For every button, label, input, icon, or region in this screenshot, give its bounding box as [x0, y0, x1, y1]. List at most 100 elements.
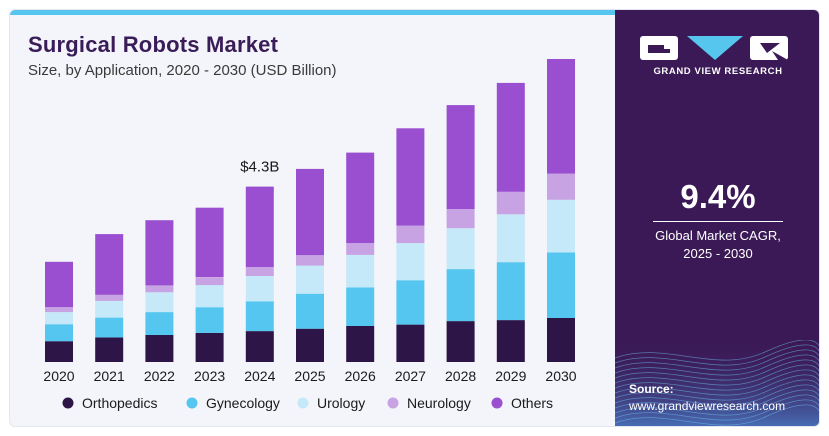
bar-segment-neurology	[547, 173, 575, 200]
bar-segment-urology	[547, 199, 575, 253]
chart-subtitle: Size, by Application, 2020 - 2030 (USD B…	[28, 62, 337, 79]
accent-bar	[10, 10, 615, 15]
bar-segment-gynecology	[496, 262, 525, 321]
bar-segment-urology	[496, 214, 525, 263]
brand-name: GRAND VIEW RESEARCH	[653, 66, 783, 77]
x-tick-label: 2021	[94, 368, 125, 384]
gvr-logo-icon	[640, 36, 788, 60]
bar-segment-neurology	[296, 255, 324, 266]
bar-segment-urology	[296, 265, 324, 294]
bar-segment-neurology	[446, 209, 475, 229]
bar-segment-neurology	[95, 294, 124, 301]
wave-line	[615, 359, 819, 381]
bar-segment-orthopedics	[346, 325, 375, 362]
cagr-value: 9.4%	[680, 178, 756, 215]
legend-marker-others	[491, 397, 503, 409]
x-tick-label: 2026	[345, 368, 376, 384]
x-tick-label: 2027	[395, 368, 426, 384]
bar-segment-orthopedics	[496, 320, 525, 362]
bar-segment-others	[195, 207, 224, 277]
bar-segment-gynecology	[145, 312, 174, 335]
wave-line	[615, 389, 819, 411]
bar-segment-neurology	[496, 191, 525, 215]
bar-segment-orthopedics	[547, 318, 575, 362]
wave-line	[615, 354, 819, 376]
bar-segment-gynecology	[195, 307, 224, 333]
bar-segment-others	[496, 82, 525, 192]
legend-label-gynecology: Gynecology	[206, 395, 280, 411]
bar-segment-gynecology	[446, 269, 475, 322]
bar-segment-gynecology	[45, 324, 73, 342]
x-tick-label: 2024	[244, 368, 275, 384]
wave-line	[615, 369, 819, 391]
wave-line	[615, 364, 819, 386]
wave-line	[615, 340, 819, 361]
x-tick-label: 2030	[545, 368, 576, 384]
bar-segment-orthopedics	[296, 328, 324, 362]
bar-segment-gynecology	[346, 287, 375, 326]
bar-segment-gynecology	[245, 301, 274, 332]
x-tick-label: 2020	[43, 368, 74, 384]
legend-label-urology: Urology	[317, 395, 365, 411]
bar-segment-neurology	[195, 277, 224, 286]
bar-segment-urology	[45, 312, 73, 325]
bar-segment-gynecology	[547, 252, 575, 318]
chart-card: Surgical Robots Market Size, by Applicat…	[9, 9, 820, 427]
bar-segment-neurology	[396, 225, 425, 244]
wave-line	[615, 384, 819, 406]
bar-segment-orthopedics	[195, 332, 224, 362]
bar-segment-others	[446, 105, 475, 210]
bar-segment-gynecology	[296, 293, 324, 329]
legend-marker-neurology	[387, 397, 399, 409]
wave-pattern	[615, 340, 819, 426]
legend-marker-gynecology	[186, 397, 198, 409]
x-tick-label: 2023	[194, 368, 225, 384]
bar-segment-orthopedics	[45, 341, 73, 362]
stacked-bar-chart: 2020 2021 2022 2023 2024 $4.3B 2025 2026 2027 202…	[43, 59, 577, 411]
bar-segment-neurology	[145, 285, 174, 293]
legend-label-orthopedics: Orthopedics	[82, 395, 157, 411]
info-panel: GRAND VIEW RESEARCH 9.4% Global Market C…	[615, 10, 819, 426]
legend-marker-orthopedics	[62, 397, 74, 409]
wave-line	[615, 349, 819, 371]
legend-label-others: Others	[511, 395, 553, 411]
bar-segment-urology	[446, 228, 475, 270]
bar-segment-neurology	[45, 307, 73, 313]
wave-line	[615, 344, 819, 366]
bar-segment-urology	[346, 254, 375, 288]
bar-segment-orthopedics	[145, 335, 174, 362]
source-label: Source:	[629, 382, 674, 396]
bar-segment-gynecology	[95, 317, 124, 338]
wave-line	[615, 394, 819, 416]
legend-marker-urology	[297, 397, 309, 409]
data-label-annotation: $4.3B	[240, 159, 279, 176]
x-tick-label: 2025	[294, 368, 325, 384]
x-tick-label: 2022	[144, 368, 175, 384]
chart-title: Surgical Robots Market	[28, 32, 279, 57]
bar-segment-others	[396, 128, 425, 226]
bar-segment-orthopedics	[95, 337, 124, 362]
bar-segment-urology	[95, 301, 124, 318]
bar-segment-urology	[195, 285, 224, 308]
bar-segment-neurology	[245, 267, 274, 276]
cagr-label-line2: 2025 - 2030	[683, 246, 753, 261]
cagr-label-line1: Global Market CAGR,	[655, 228, 781, 243]
bar-segment-others	[296, 168, 324, 256]
x-tick-label: 2028	[445, 368, 476, 384]
bar-segment-others	[245, 186, 274, 267]
bar-segment-others	[346, 152, 375, 244]
bar-segment-orthopedics	[396, 324, 425, 362]
source-link[interactable]: www.grandviewresearch.com	[629, 399, 786, 413]
bar-segment-gynecology	[396, 280, 425, 325]
bar-segment-orthopedics	[245, 331, 274, 362]
bar-segment-orthopedics	[446, 321, 475, 362]
wave-line	[615, 379, 819, 401]
legend-label-neurology: Neurology	[407, 395, 471, 411]
bar-segment-urology	[396, 243, 425, 281]
bar-segment-others	[145, 220, 174, 286]
cagr-label: Global Market CAGR, 2025 - 2030	[615, 227, 819, 263]
bar-segment-others	[547, 59, 575, 174]
wave-line	[615, 374, 819, 396]
bar-segment-urology	[145, 292, 174, 313]
bar-segment-neurology	[346, 243, 375, 255]
